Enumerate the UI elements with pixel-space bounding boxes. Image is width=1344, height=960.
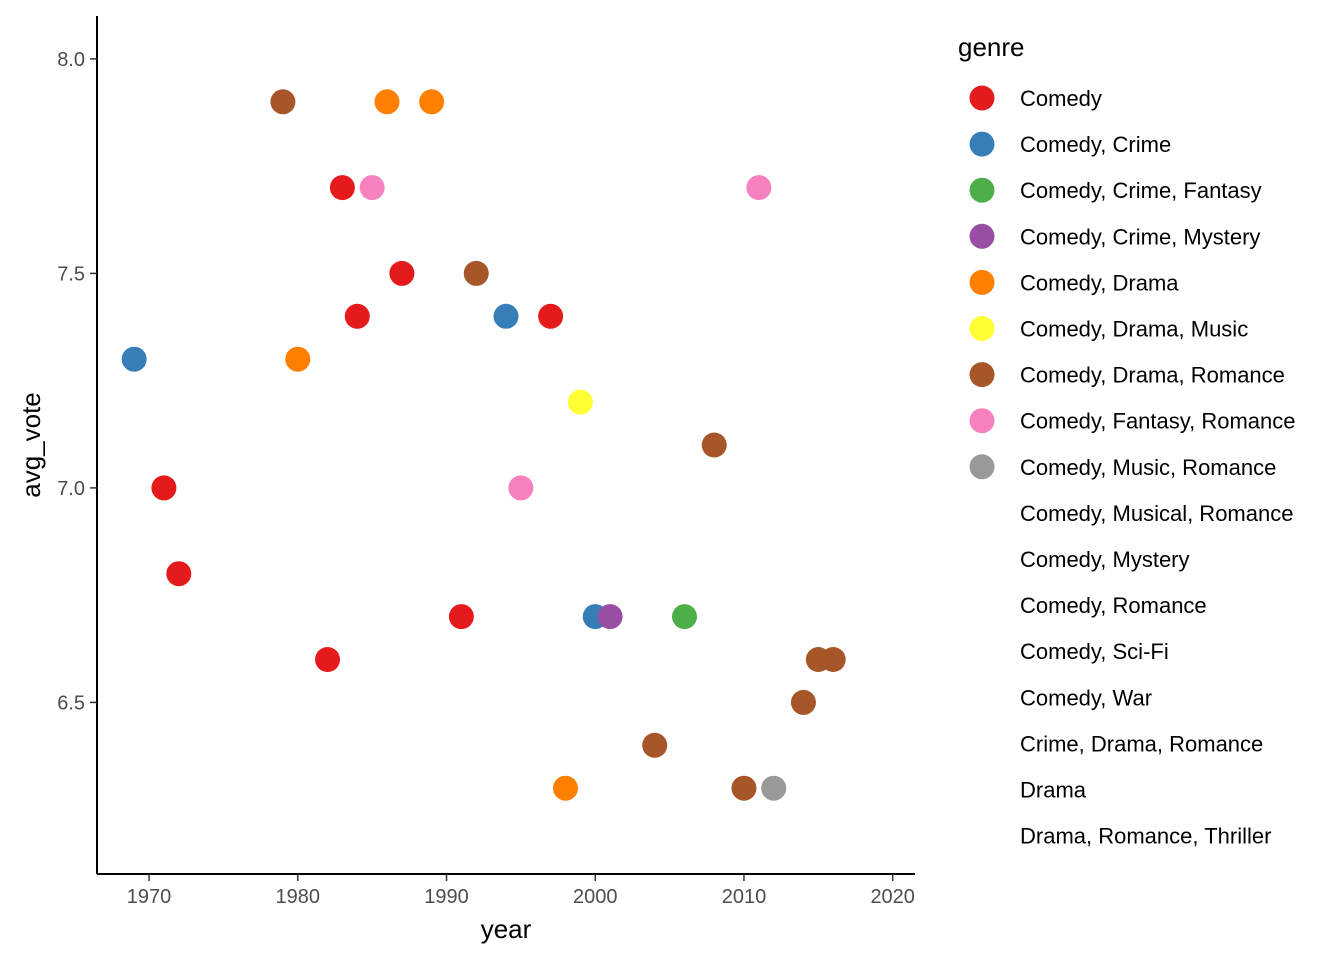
x-tick-label: 1990: [424, 886, 469, 908]
x-tick-label: 1980: [276, 886, 321, 908]
data-point: [567, 389, 593, 415]
data-point: [701, 432, 727, 458]
data-point: [463, 260, 489, 286]
data-point: [820, 647, 846, 672]
data-point: [671, 604, 697, 630]
x-tick-label: 2020: [870, 886, 915, 908]
data-point: [731, 775, 757, 801]
x-axis-title: year: [481, 914, 532, 944]
data-point: [359, 175, 385, 201]
legend-label: Comedy, Drama, Music: [1020, 317, 1248, 342]
data-point: [761, 775, 787, 801]
y-tick-label: 6.5: [57, 692, 85, 714]
legend-title: genre: [958, 32, 1025, 62]
legend-label: Comedy, Crime: [1020, 132, 1171, 157]
data-point: [448, 604, 474, 630]
x-tick-label: 1970: [127, 886, 172, 908]
legend-label: Comedy, Crime, Mystery: [1020, 224, 1260, 249]
data-point: [151, 475, 177, 501]
legend-label: Comedy, War: [1020, 685, 1152, 710]
data-point: [344, 303, 370, 329]
legend-label: Comedy, Drama: [1020, 270, 1179, 295]
data-point: [642, 732, 668, 758]
legend-label: Drama, Romance, Thriller: [1020, 824, 1271, 849]
legend-label: Drama: [1020, 778, 1087, 803]
data-point: [508, 475, 534, 501]
legend-label: Comedy, Sci-Fi: [1020, 639, 1169, 664]
legend: genre Comedy Comedy, Crime Comedy, Crime, …: [958, 32, 1296, 849]
legend-key: [969, 316, 995, 341]
y-tick-label: 7.5: [57, 263, 85, 285]
data-point: [121, 346, 147, 372]
axis-ticks: 1970 1980 1990 2000 2010 2020 6.5 7.0 7.5 8.0: [57, 49, 915, 908]
data-point: [166, 561, 192, 587]
data-point: [552, 775, 578, 801]
data-point: [329, 175, 355, 201]
legend-key: [969, 223, 995, 249]
legend-label: Comedy, Romance: [1020, 593, 1207, 618]
data-point: [285, 346, 311, 372]
data-point: [790, 689, 816, 715]
axes: [96, 16, 915, 875]
data-point: [597, 604, 623, 630]
data-point: [315, 647, 341, 672]
x-tick-label: 2000: [573, 886, 618, 908]
data-point: [746, 175, 772, 201]
y-tick-label: 7.0: [57, 478, 85, 500]
data-point: [493, 303, 519, 329]
legend-key: [969, 362, 995, 388]
legend-label: Comedy, Mystery: [1020, 547, 1190, 572]
legend-key: [969, 177, 995, 203]
x-tick-label: 2010: [722, 886, 767, 908]
data-point: [419, 89, 445, 115]
data-point: [270, 89, 296, 115]
data-point: [538, 303, 564, 329]
legend-label: Crime, Drama, Romance: [1020, 731, 1263, 756]
legend-label: Comedy, Crime, Fantasy: [1020, 178, 1262, 203]
legend-key: [969, 85, 995, 111]
legend-label: Comedy, Music, Romance: [1020, 455, 1276, 480]
legend-label: Comedy, Fantasy, Romance: [1020, 409, 1296, 434]
legend-label: Comedy, Musical, Romance: [1020, 501, 1293, 526]
y-tick-label: 8.0: [57, 49, 85, 71]
legend-key: [969, 408, 995, 434]
y-axis-title: avg_vote: [16, 392, 46, 498]
legend-key: [969, 131, 995, 157]
legend-label: Comedy, Drama, Romance: [1020, 363, 1285, 388]
legend-key: [969, 269, 995, 295]
data-point: [389, 260, 415, 286]
legend-label: Comedy: [1020, 86, 1102, 111]
data-point: [374, 89, 400, 115]
data-points: [121, 89, 846, 801]
legend-key: [969, 454, 995, 480]
